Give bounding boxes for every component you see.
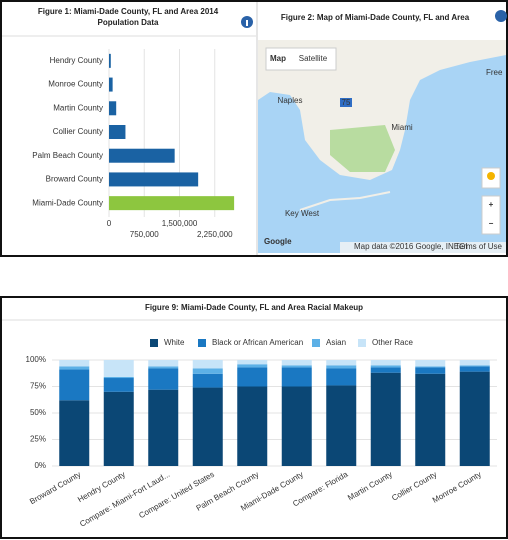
y-tick-label: Broward County bbox=[46, 175, 103, 184]
bar-segment bbox=[148, 368, 179, 390]
map[interactable]: Map Satellite Naples Miami Key West Free 75 + − G… bbox=[0, 0, 506, 253]
legend-swatch bbox=[358, 339, 366, 347]
figure-9-title: Figure 9: Miami-Dade County, FL and Area… bbox=[144, 303, 364, 312]
bar bbox=[109, 101, 117, 116]
bar-segment bbox=[281, 365, 312, 368]
y-tick-label: 25% bbox=[30, 435, 46, 444]
y-tick-label: Monroe County bbox=[48, 80, 103, 89]
bar-segment bbox=[237, 364, 268, 368]
bar-segment bbox=[459, 366, 490, 372]
bar bbox=[109, 125, 126, 139]
bar bbox=[109, 77, 113, 92]
attribution-bar bbox=[340, 242, 506, 253]
land bbox=[258, 40, 506, 180]
zoom-control bbox=[481, 195, 501, 235]
bar-segment bbox=[281, 360, 312, 366]
bar-segment bbox=[415, 360, 446, 367]
legend-label: Other Race bbox=[372, 338, 413, 347]
bar-segment bbox=[370, 367, 401, 373]
place-label: Miami bbox=[391, 123, 413, 132]
bar-segment bbox=[415, 373, 446, 466]
attribution: Map data ©2016 Google, INEGI bbox=[354, 242, 468, 251]
bar-segment bbox=[326, 385, 357, 466]
x-tick-label: 2,250,000 bbox=[197, 230, 233, 239]
y-tick-label: Hendry County bbox=[50, 56, 103, 65]
bar-segment bbox=[148, 360, 179, 367]
place-label: Key West bbox=[285, 209, 320, 218]
bar-segment bbox=[459, 365, 490, 367]
map-button[interactable]: Satellite bbox=[299, 54, 328, 63]
bar-segment bbox=[103, 378, 134, 392]
bar-segment bbox=[192, 360, 223, 369]
zoom-button[interactable]: + bbox=[489, 200, 494, 209]
bar-segment bbox=[370, 365, 401, 368]
bar-segment bbox=[370, 360, 401, 366]
bar-segment bbox=[148, 366, 179, 369]
bar-segment bbox=[237, 367, 268, 387]
bar-segment bbox=[192, 373, 223, 388]
bar-segment bbox=[370, 372, 401, 466]
y-tick-label: 100% bbox=[26, 355, 46, 364]
map-type-control bbox=[265, 47, 337, 71]
x-tick-label: 0 bbox=[107, 219, 112, 228]
legend-swatch bbox=[150, 339, 158, 347]
bar-segment bbox=[459, 371, 490, 466]
bar bbox=[109, 53, 111, 68]
legend-label: Asian bbox=[326, 338, 346, 347]
bar-segment bbox=[415, 367, 446, 374]
bar-segment bbox=[281, 386, 312, 466]
highway-shield bbox=[340, 98, 352, 107]
bar-segment bbox=[326, 365, 357, 369]
bar bbox=[109, 172, 199, 187]
bar-segment bbox=[237, 360, 268, 365]
terms-link[interactable]: Terms of Use bbox=[455, 242, 503, 251]
x-tick-label: 750,000 bbox=[130, 230, 159, 239]
y-tick-label: 50% bbox=[30, 408, 46, 417]
bar-segment bbox=[148, 389, 179, 466]
y-tick-label: Collier County bbox=[53, 127, 103, 136]
bar-segment bbox=[459, 360, 490, 366]
park bbox=[330, 125, 395, 172]
bar-segment bbox=[103, 360, 134, 377]
pegman-icon bbox=[487, 172, 495, 180]
bar-segment bbox=[59, 366, 90, 370]
figure-2-title: Figure 2: Map of Miami-Dade County, FL a… bbox=[280, 13, 470, 22]
bar-segment bbox=[326, 368, 357, 386]
bar-segment bbox=[103, 391, 134, 466]
y-tick-label: 0% bbox=[34, 461, 46, 470]
bar-segment bbox=[237, 386, 268, 466]
y-tick-label: Palm Beach County bbox=[32, 151, 103, 160]
zoom-button[interactable]: − bbox=[489, 219, 494, 228]
bar-segment bbox=[103, 376, 134, 379]
y-tick-label: Miami-Dade County bbox=[32, 198, 103, 207]
bar-segment bbox=[326, 360, 357, 366]
place-label: Free bbox=[486, 68, 503, 77]
y-tick-label: Martin County bbox=[53, 103, 103, 112]
legend-swatch bbox=[312, 339, 320, 347]
figure-1-title: Figure 1: Miami-Dade County, FL and Area… bbox=[37, 7, 219, 27]
info-icon-glyph bbox=[246, 20, 248, 26]
highway-label: 75 bbox=[342, 98, 351, 107]
bar-segment bbox=[415, 366, 446, 368]
place-label: Naples bbox=[278, 96, 303, 105]
bar-segment bbox=[192, 368, 223, 374]
legend-label: Black or African American bbox=[212, 338, 303, 347]
legend-label: White bbox=[164, 338, 185, 347]
google-logo: Google bbox=[264, 237, 292, 246]
map-button[interactable]: Map bbox=[270, 54, 286, 63]
bar bbox=[109, 148, 175, 163]
bar-segment bbox=[192, 387, 223, 466]
bar-segment bbox=[59, 360, 90, 367]
bar-segment bbox=[59, 400, 90, 466]
info-icon[interactable] bbox=[495, 10, 507, 22]
bar-segment bbox=[281, 367, 312, 387]
bar-segment bbox=[59, 369, 90, 401]
y-tick-label: 75% bbox=[30, 382, 46, 391]
keys bbox=[299, 191, 391, 211]
bar bbox=[109, 196, 235, 211]
x-tick-label: 1,500,000 bbox=[162, 219, 198, 228]
legend-swatch bbox=[198, 339, 206, 347]
